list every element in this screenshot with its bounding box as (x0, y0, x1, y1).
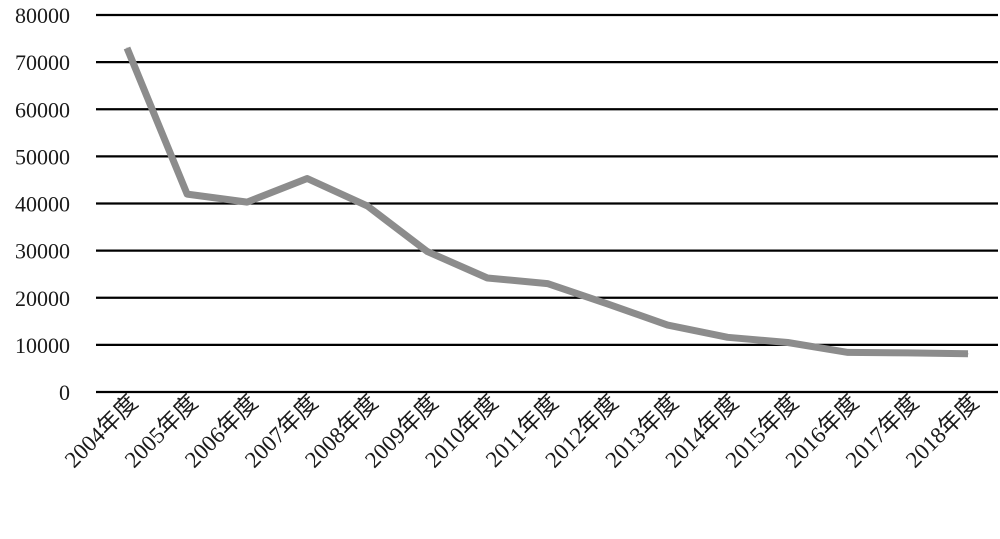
data-point (366, 205, 368, 207)
y-tick-label: 60000 (15, 97, 70, 122)
data-point (787, 342, 789, 344)
y-tick-label: 80000 (15, 3, 70, 28)
y-tick-label: 40000 (15, 192, 70, 217)
data-point (126, 47, 128, 49)
series-line-group (123, 46, 969, 358)
y-tick-label: 20000 (15, 286, 70, 311)
y-tick-label: 70000 (15, 50, 70, 75)
data-point (186, 193, 188, 195)
data-point (426, 251, 428, 253)
data-point (246, 201, 248, 203)
y-tick-label: 10000 (15, 333, 70, 358)
data-point (907, 352, 909, 354)
y-tick-label: 30000 (15, 239, 70, 264)
data-point (607, 303, 609, 305)
data-point (727, 336, 729, 338)
series-line (123, 46, 969, 358)
data-point (847, 351, 849, 353)
y-tick-label: 50000 (15, 144, 70, 169)
y-axis-tick-labels: 0 10000 20000 30000 40000 50000 60000 70000 8000… (15, 3, 70, 405)
data-point (967, 353, 969, 355)
data-point (306, 178, 308, 180)
data-point (547, 283, 548, 285)
data-point (667, 324, 669, 326)
data-point (486, 277, 488, 279)
y-tick-label: 0 (59, 380, 70, 405)
x-axis-tick-labels: 2004年度2005年度2006年度2007年度2008年度2009年度2010… (60, 390, 984, 473)
